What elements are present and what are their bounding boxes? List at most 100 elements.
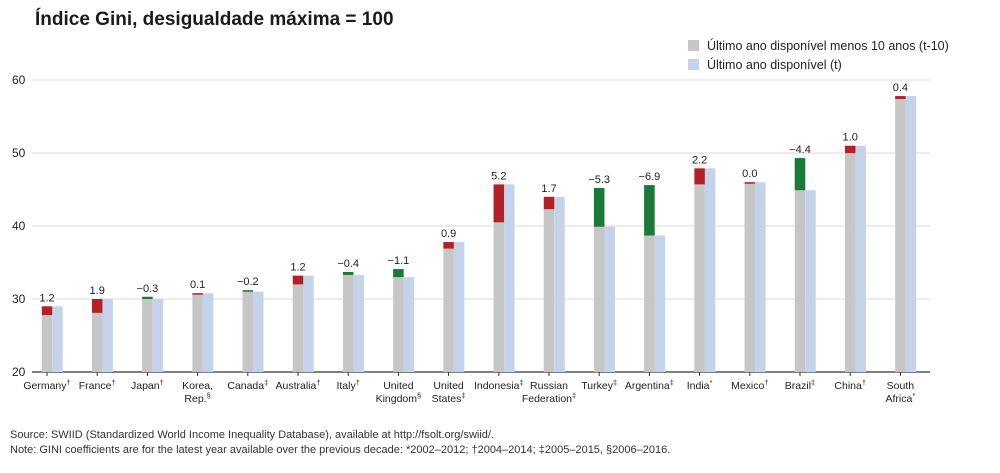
change-label: −0.2 <box>237 276 259 288</box>
bar-prev <box>41 315 53 372</box>
change-label: −0.3 <box>137 283 159 295</box>
bar-prev <box>443 248 454 372</box>
legend: Último ano disponível menos 10 anos (t-1… <box>688 36 949 74</box>
bar-curr <box>855 145 866 372</box>
bar-prev <box>794 158 806 372</box>
bar-prev <box>543 209 555 372</box>
change-label: 1.0 <box>843 132 858 144</box>
y-tick-label: 30 <box>12 292 26 306</box>
category-label-line2: Kingdom§ <box>376 391 422 406</box>
change-segment <box>593 188 605 227</box>
legend-swatch-curr <box>688 59 699 70</box>
change-segment <box>794 158 806 191</box>
footnotes: Source: SWIID (Standardized World Income… <box>10 428 670 458</box>
category-label: Italy† <box>336 378 359 393</box>
bar-prev <box>342 271 354 372</box>
change-label: 0.1 <box>190 279 205 291</box>
change-segment <box>744 182 756 184</box>
bar-prev <box>91 312 103 372</box>
bar-curr <box>102 299 113 372</box>
change-segment <box>644 185 655 236</box>
bar-prev <box>744 182 756 372</box>
category-label: India* <box>687 378 713 393</box>
bar-curr <box>604 226 615 372</box>
category-label: United <box>433 380 464 392</box>
category-label: China† <box>834 378 866 393</box>
bar-curr <box>253 291 264 372</box>
bar-curr <box>554 196 565 372</box>
bar-prev <box>593 188 605 372</box>
legend-swatch-prev <box>688 40 699 51</box>
bar-prev <box>644 185 655 372</box>
category-label: Brazil‡ <box>785 378 815 393</box>
legend-label-curr: Último ano disponível (t) <box>707 57 842 72</box>
change-segment <box>543 196 555 210</box>
category-label: Germany† <box>23 378 70 393</box>
change-segment <box>342 271 354 275</box>
change-segment <box>493 184 505 223</box>
change-label: 1.2 <box>39 292 54 304</box>
change-label: 2.2 <box>692 154 707 166</box>
bar-curr <box>704 168 716 372</box>
category-label: Japan† <box>131 378 164 393</box>
category-label: South <box>887 380 915 392</box>
bar-prev <box>694 184 705 372</box>
bar-curr <box>654 235 666 372</box>
bar-curr <box>152 299 164 372</box>
bar-curr <box>504 184 515 372</box>
legend-item-prev: Último ano disponível menos 10 anos (t-1… <box>688 36 949 55</box>
category-label-line2: Federation‡ <box>522 391 576 406</box>
legend-label-prev: Último ano disponível menos 10 anos (t-1… <box>707 38 949 53</box>
change-segment <box>443 242 454 249</box>
category-label: France† <box>79 378 116 393</box>
bar-curr <box>303 275 314 372</box>
change-segment <box>393 269 404 278</box>
coverage-note: Note: GINI coefficients are for the late… <box>10 444 671 456</box>
bar-prev <box>292 284 304 372</box>
bar-curr <box>805 190 816 372</box>
category-label: Mexico† <box>731 378 768 393</box>
y-tick-label: 40 <box>12 219 26 233</box>
change-label: 0.0 <box>742 168 757 180</box>
change-segment <box>91 299 103 313</box>
change-segment <box>192 293 203 295</box>
y-tick-label: 50 <box>12 146 26 160</box>
change-label: −0.4 <box>337 258 359 270</box>
change-label: 1.2 <box>290 262 305 274</box>
change-label: 1.9 <box>90 285 105 297</box>
change-label: −5.3 <box>588 174 610 186</box>
source-note: Source: SWIID (Standardized World Income… <box>10 429 495 441</box>
change-label: −1.1 <box>388 255 410 267</box>
category-label: Turkey‡ <box>581 378 617 393</box>
bar-curr <box>353 274 364 372</box>
y-tick-label: 20 <box>12 365 26 379</box>
bar-curr <box>905 96 917 372</box>
change-segment <box>844 145 856 153</box>
bar-curr <box>52 306 63 372</box>
bar-curr <box>453 242 465 372</box>
legend-item-curr: Último ano disponível (t) <box>688 55 949 74</box>
change-label: 0.4 <box>893 82 908 94</box>
category-label-line2: States‡ <box>432 391 466 406</box>
change-label: −6.9 <box>639 171 661 183</box>
bar-curr <box>403 277 415 372</box>
category-label: United <box>383 380 414 392</box>
bar-prev <box>895 98 906 372</box>
gini-bar-chart: 20 30 40 50 60 1.2 Germany† 1.9 France† −0.3 Japan… <box>12 73 930 406</box>
change-segment <box>292 275 304 285</box>
bar-prev <box>142 296 153 372</box>
bar-prev <box>192 293 203 372</box>
category-label: Russian <box>530 380 568 392</box>
change-label: 5.2 <box>491 170 506 182</box>
bar-curr <box>755 182 766 372</box>
change-label: 0.9 <box>441 228 456 240</box>
category-label: Canada‡ <box>227 378 268 393</box>
y-tick-label: 60 <box>12 73 26 87</box>
category-label-line2: Africa* <box>886 391 916 406</box>
category-label: Australia† <box>275 378 320 393</box>
bar-curr <box>202 293 214 372</box>
chart-title: Índice Gini, desigualdade máxima = 100 <box>35 9 394 30</box>
change-segment <box>242 290 254 292</box>
category-label-line2: Rep.§ <box>184 391 210 406</box>
category-label: Indonesia‡ <box>474 378 524 393</box>
